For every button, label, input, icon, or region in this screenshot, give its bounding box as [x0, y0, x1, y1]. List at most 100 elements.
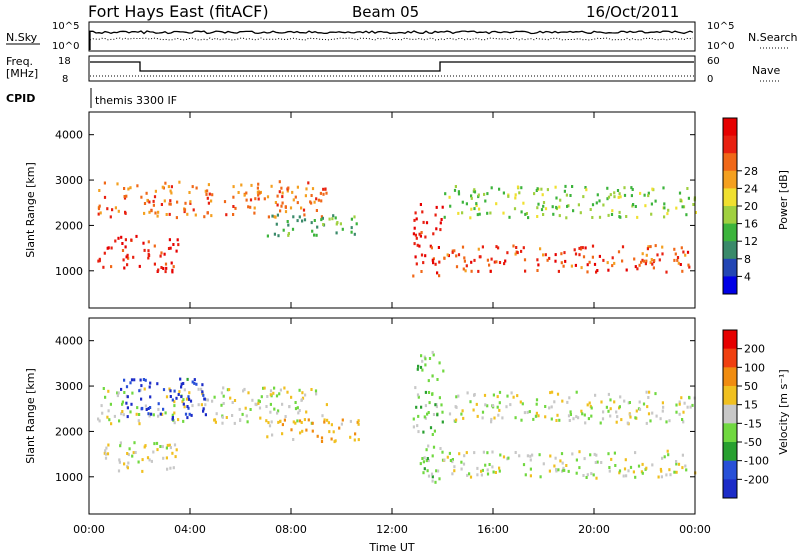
- heatmap-cell: [126, 253, 129, 257]
- heatmap-cell: [549, 454, 552, 458]
- heatmap-cell: [625, 215, 628, 218]
- heatmap-cell: [495, 245, 498, 249]
- heatmap-cell: [191, 380, 194, 384]
- heatmap-cell: [184, 412, 188, 416]
- heatmap-cell: [424, 254, 427, 258]
- heatmap-cell: [490, 186, 493, 190]
- heatmap-cell: [426, 457, 429, 460]
- heatmap-cell: [290, 428, 293, 432]
- heatmap-cell: [118, 419, 121, 423]
- heatmap-cell: [152, 199, 155, 203]
- heatmap-cell: [598, 254, 601, 258]
- heatmap-cell: [536, 215, 539, 218]
- heatmap-cell: [431, 475, 434, 479]
- colorbar-swatch: [723, 479, 737, 499]
- heatmap-cell: [577, 416, 580, 420]
- heatmap-cell: [663, 455, 666, 459]
- heatmap-cell: [529, 458, 532, 462]
- heatmap-cell: [429, 426, 433, 430]
- heatmap-cell: [126, 466, 129, 470]
- heatmap-cell: [214, 420, 217, 424]
- colorbar-swatch: [723, 423, 737, 443]
- heatmap-cell: [127, 187, 130, 191]
- heatmap-cell: [427, 444, 430, 448]
- heatmap-cell: [429, 244, 432, 248]
- heatmap-cell: [572, 417, 575, 421]
- heatmap-cell: [215, 412, 218, 416]
- heatmap-cell: [281, 402, 284, 406]
- heatmap-cell: [610, 457, 613, 461]
- heatmap-cell: [615, 420, 618, 424]
- heatmap-cell: [125, 255, 128, 259]
- heatmap-cell: [245, 191, 248, 195]
- heatmap-cell: [150, 412, 153, 416]
- heatmap-cell: [666, 449, 669, 453]
- heatmap-cell: [499, 453, 502, 457]
- heatmap-cell: [204, 189, 207, 193]
- heatmap-cell: [593, 452, 596, 456]
- heatmap-cell: [183, 208, 186, 212]
- heatmap-cell: [267, 215, 270, 219]
- heatmap-cell: [316, 434, 319, 438]
- heatmap-cell: [290, 395, 293, 399]
- heatmap-cell: [665, 270, 668, 274]
- nsearch-trace: [89, 37, 694, 41]
- x-tick-label: 16:00: [477, 523, 509, 536]
- heatmap-cell: [120, 235, 123, 239]
- heatmap-cell: [584, 421, 587, 425]
- heatmap-cell: [203, 397, 206, 401]
- heatmap-cell: [415, 405, 418, 409]
- heatmap-cell: [596, 269, 599, 272]
- heatmap-cell: [186, 405, 189, 408]
- heatmap-cell: [435, 405, 438, 409]
- heatmap-cell: [506, 251, 509, 255]
- heatmap-cell: [441, 420, 444, 424]
- heatmap-cell: [148, 200, 151, 204]
- heatmap-cell: [607, 409, 610, 413]
- velocity-heatmap: [97, 350, 697, 484]
- heatmap-cell: [451, 250, 454, 254]
- heatmap-cell: [171, 416, 174, 419]
- heatmap-cell: [238, 407, 241, 411]
- heatmap-cell: [535, 402, 538, 406]
- heatmap-cell: [225, 416, 228, 419]
- heatmap-cell: [148, 412, 151, 416]
- colorbar-tick-label: 16: [744, 218, 758, 231]
- heatmap-cell: [473, 258, 476, 262]
- heatmap-cell: [263, 197, 266, 201]
- heatmap-cell: [614, 464, 617, 467]
- heatmap-cell: [232, 185, 235, 189]
- heatmap-cell: [175, 448, 178, 452]
- heatmap-cell: [287, 233, 290, 237]
- heatmap-cell: [284, 415, 287, 418]
- heatmap-cell: [575, 471, 578, 475]
- heatmap-cell: [629, 465, 633, 469]
- heatmap-cell: [183, 405, 186, 409]
- heatmap-cell: [673, 247, 676, 251]
- heatmap-cell: [469, 400, 472, 404]
- heatmap-cell: [268, 424, 272, 428]
- heatmap-cell: [514, 416, 517, 420]
- heatmap-cell: [210, 214, 213, 218]
- heatmap-cell: [200, 387, 203, 391]
- heatmap-cell: [412, 425, 415, 429]
- heatmap-cell: [437, 469, 440, 473]
- heatmap-cell: [278, 392, 281, 396]
- heatmap-cell: [628, 413, 632, 417]
- heatmap-cell: [173, 443, 177, 447]
- heatmap-cell: [651, 463, 654, 467]
- heatmap-cell: [581, 412, 584, 416]
- heatmap-cell: [213, 395, 216, 399]
- heatmap-cell: [644, 204, 647, 208]
- heatmap-cell: [111, 208, 114, 212]
- heatmap-cell: [160, 203, 163, 206]
- heatmap-cell: [315, 197, 318, 201]
- heatmap-cell: [142, 241, 145, 245]
- heatmap-cell: [292, 420, 295, 424]
- heatmap-cell: [630, 194, 633, 198]
- heatmap-cell: [431, 374, 434, 378]
- heatmap-cell: [189, 201, 192, 205]
- heatmap-cell: [453, 465, 456, 469]
- heatmap-cell: [473, 451, 476, 455]
- heatmap-cell: [136, 406, 139, 410]
